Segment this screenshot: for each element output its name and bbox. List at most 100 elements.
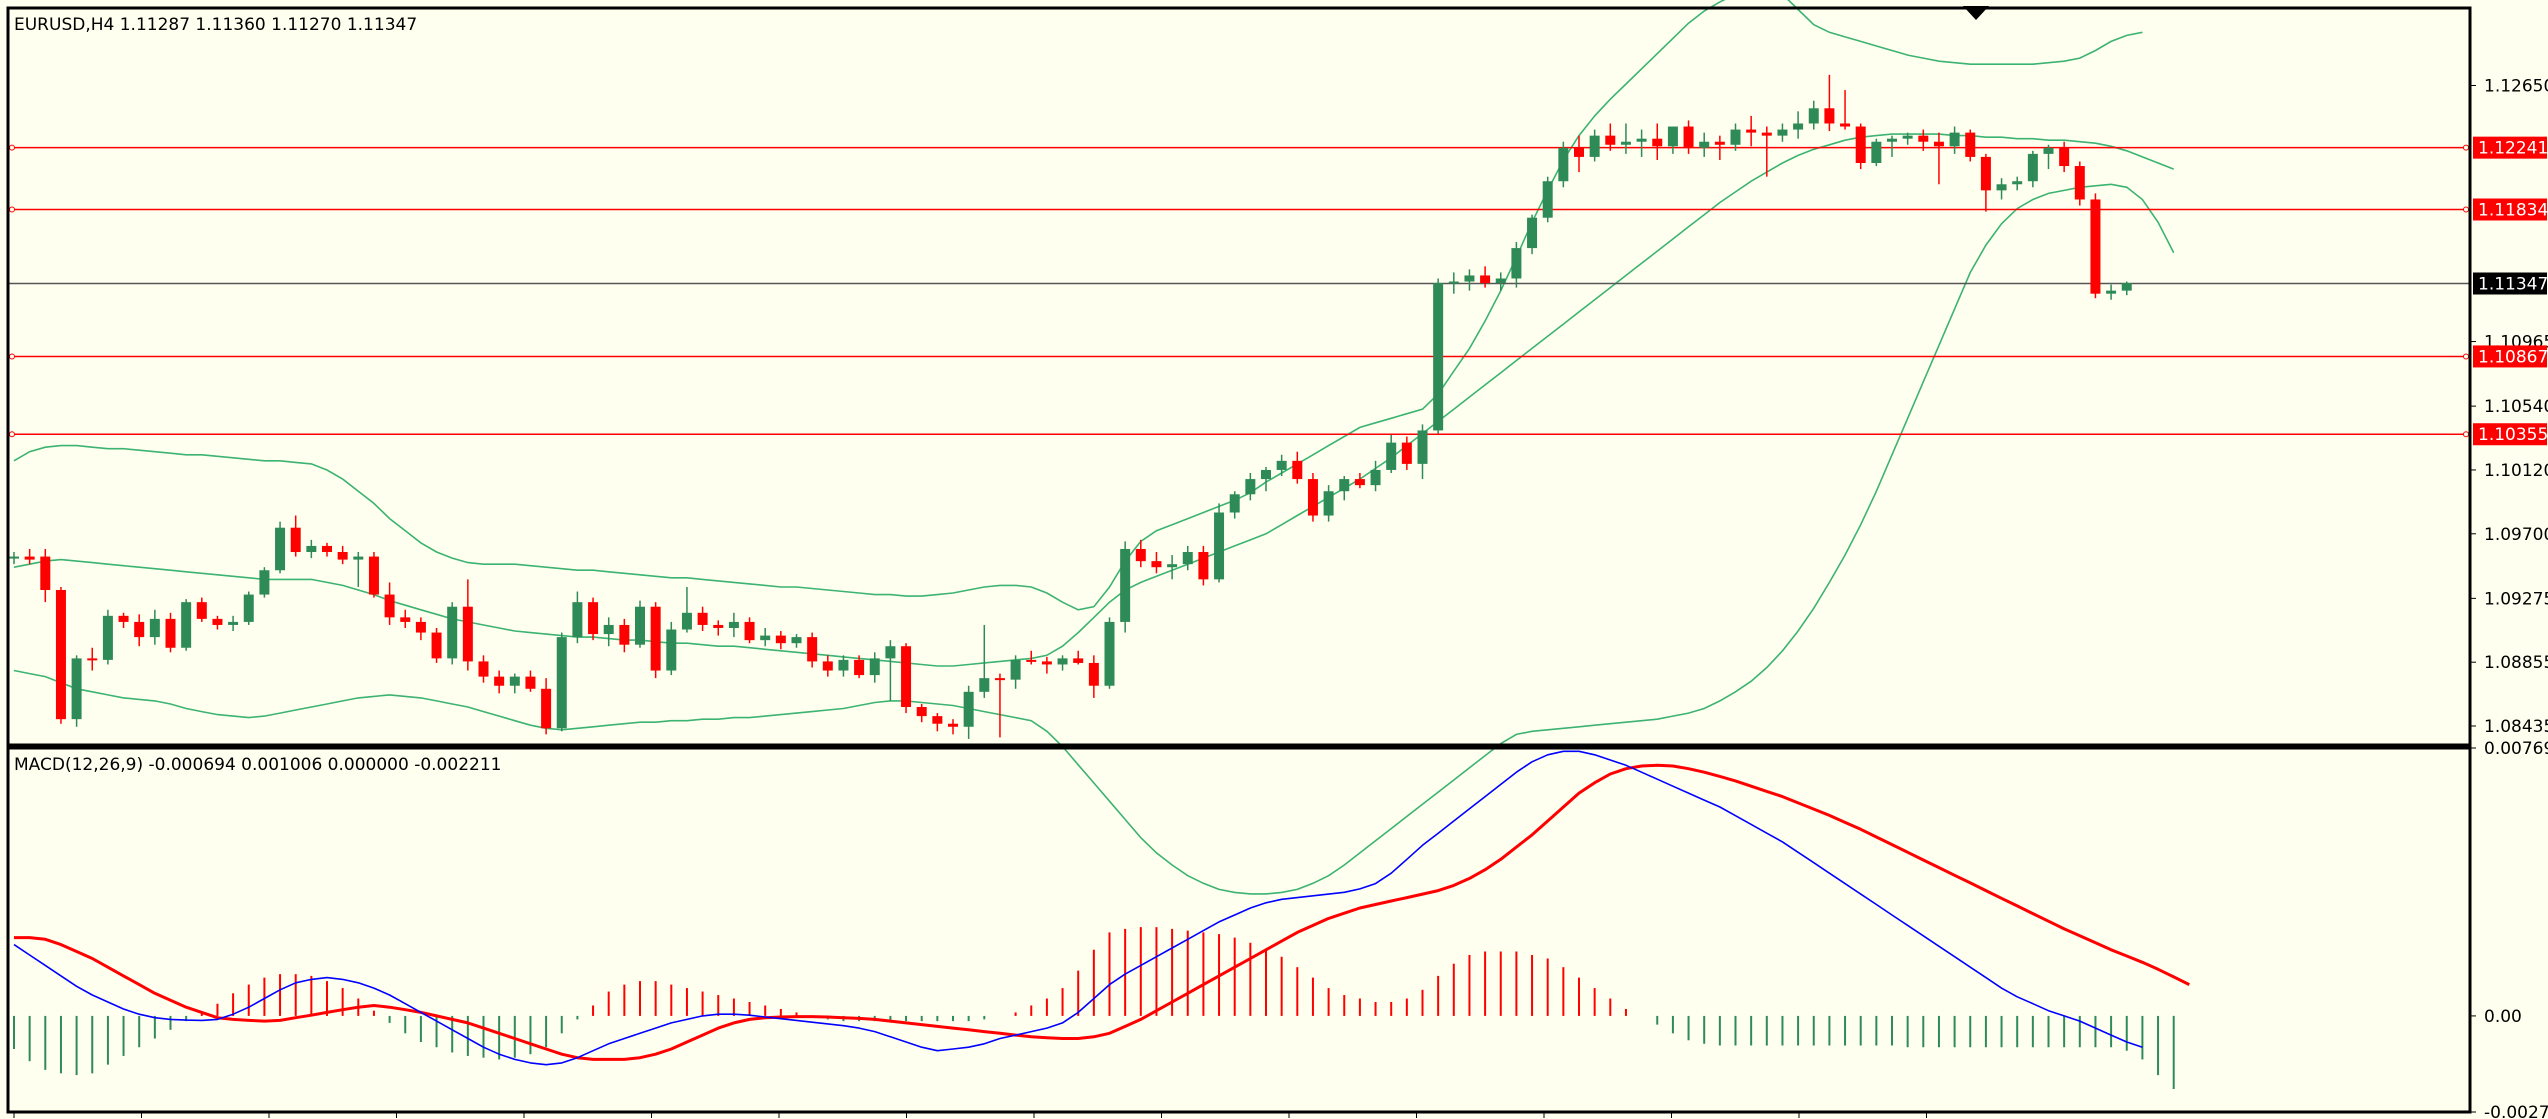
candle [1307, 472, 1318, 522]
level-anchor-right[interactable] [2463, 144, 2469, 151]
candle-body [556, 637, 567, 729]
candle-body [1527, 217, 1538, 249]
candle [1652, 123, 1663, 160]
candle-body [619, 624, 630, 645]
candle [275, 521, 286, 574]
candle [1996, 178, 2007, 200]
horizontal-levels[interactable] [8, 144, 2470, 438]
candle-body [134, 621, 145, 638]
candle-body [1354, 479, 1365, 486]
candle-body [1276, 460, 1287, 470]
candle [1887, 135, 1897, 157]
candle-body [1996, 184, 2007, 191]
candle [1840, 90, 1851, 130]
level-anchor-left[interactable] [9, 431, 15, 438]
candle [1057, 655, 1068, 671]
candle-body [149, 618, 160, 638]
candle [1589, 129, 1600, 162]
candle [619, 618, 630, 653]
candle [1683, 120, 1694, 154]
level-price-label: 1.10867 [2478, 347, 2548, 367]
candle-body [259, 570, 270, 595]
candle [102, 609, 113, 665]
candle-body [462, 606, 473, 662]
candle [2012, 176, 2023, 191]
level-anchor-left[interactable] [9, 206, 15, 213]
candle [901, 643, 912, 714]
chart-shift-icon[interactable] [1963, 6, 1989, 20]
candle-body [1589, 135, 1600, 157]
candle-body [509, 676, 520, 686]
candle [1245, 472, 1256, 501]
candle [1511, 242, 1522, 288]
candle [1699, 132, 1710, 157]
candle [353, 552, 364, 587]
candle-body [1120, 548, 1131, 622]
candle-body [1480, 275, 1491, 284]
current-price-tag [2473, 272, 2547, 295]
candle-body [901, 646, 912, 708]
candle-body [1104, 621, 1115, 686]
candle-body [212, 618, 223, 625]
candle [1167, 555, 1178, 580]
level-anchor-right[interactable] [2463, 431, 2469, 438]
candle-body [1636, 138, 1647, 142]
candle-body [1511, 248, 1522, 279]
level-anchor-left[interactable] [9, 144, 15, 151]
candle-body [290, 527, 301, 553]
candle [290, 515, 301, 557]
level-anchor-right[interactable] [2463, 353, 2469, 360]
candle [322, 542, 332, 557]
candle [1464, 269, 1475, 291]
candle-body [728, 621, 739, 628]
candle-body [431, 632, 442, 659]
candle-body [55, 590, 66, 720]
candle-body [478, 661, 489, 677]
candle-body [1182, 552, 1193, 565]
candle [1965, 129, 1976, 162]
candle-body [1887, 138, 1897, 142]
candle-body [384, 594, 395, 618]
candle [1276, 454, 1287, 477]
candle-body [760, 635, 771, 641]
candle-body [353, 556, 364, 560]
candle [1292, 451, 1303, 484]
candle-body [228, 621, 239, 625]
candle [1104, 617, 1115, 689]
candle [1182, 545, 1193, 571]
candle [1871, 138, 1882, 167]
price-panel[interactable]: 1.126501.109651.105401.101201.097001.092… [6, 0, 2548, 895]
candle [1073, 650, 1084, 665]
level-anchor-right[interactable] [2463, 206, 2469, 213]
candle-body [1323, 491, 1334, 516]
candle [854, 655, 865, 679]
candle [1714, 135, 1725, 160]
candle-body [1667, 126, 1678, 147]
level-price-label: 1.12241 [2478, 139, 2548, 159]
candle-body [1980, 156, 1991, 191]
candle [24, 548, 35, 565]
candle-body [869, 658, 880, 676]
candle-body [666, 629, 677, 671]
candle-body [1448, 281, 1459, 284]
candle-body [791, 637, 802, 644]
candle [2090, 193, 2101, 299]
macd-panel[interactable]: 0.007696 0.00 -0.00276 MACD(12,26,9) -0.00… [6, 739, 2548, 1119]
candle [165, 612, 176, 653]
candle [415, 617, 426, 641]
candle [2121, 281, 2132, 296]
candle [243, 591, 254, 625]
candle-body [2121, 283, 2132, 291]
candle [228, 615, 239, 632]
candle-body [948, 723, 958, 727]
candle-body [1918, 135, 1929, 142]
macd-main-line [13, 750, 2143, 1066]
candle-body [1433, 283, 1444, 431]
candle [1323, 485, 1334, 522]
candle-body [822, 661, 833, 671]
level-anchor-left[interactable] [9, 353, 15, 360]
candle [963, 685, 974, 739]
candle [1605, 123, 1616, 151]
